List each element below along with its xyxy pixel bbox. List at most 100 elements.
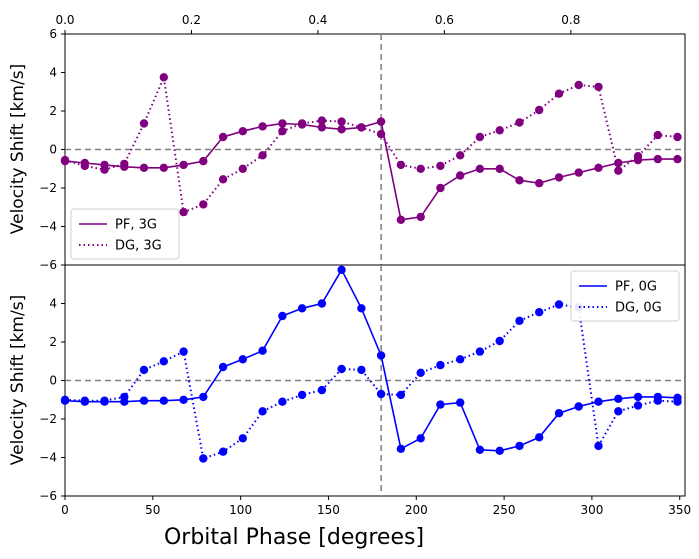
data-point [633,392,643,402]
data-point [139,163,149,172]
panel-top: −6 −4 −2 0 2 4 6 PF, 3G DG, 3G [39,27,686,272]
data-point [357,123,366,132]
y-tick-label: −4 [39,220,57,234]
data-point [594,441,603,451]
data-point [456,151,465,160]
data-point [475,164,485,173]
data-point [515,176,524,185]
series-line-dg-0g [64,303,678,460]
data-point [614,166,623,175]
data-point [396,160,406,170]
data-point [317,385,327,395]
data-point [535,433,544,442]
data-point [416,164,425,173]
data-point [337,364,346,374]
data-point [179,160,188,170]
legend-label: PF, 0G [615,280,657,295]
data-point [179,347,188,356]
data-point [535,308,544,317]
top-phase-axis: 0.0 0.2 0.4 0.6 0.8 [55,13,580,34]
data-point [238,127,247,136]
data-point [278,119,287,128]
data-point [238,355,247,364]
data-point [633,401,643,410]
y-tick-label: 0 [49,143,57,157]
y-axis-title-bottom: Velocity Shift [km/s] [8,295,28,465]
legend-label: DG, 3G [115,239,162,254]
data-point [139,119,149,128]
data-point [317,116,327,125]
data-point [376,389,386,399]
data-point [515,441,524,451]
y-axis-title-top: Velocity Shift [km/s] [8,64,28,234]
data-point [495,164,504,173]
data-point [653,130,662,140]
x-tick-label: 250 [493,503,516,517]
data-point [475,132,485,142]
data-point [594,82,603,92]
data-point [238,164,247,173]
data-point [653,396,662,405]
data-point [673,154,682,164]
data-point [179,395,188,404]
y-tick-label: −2 [39,412,57,426]
data-point [594,163,603,172]
data-point [376,117,386,126]
data-point [120,392,129,402]
y-tick-label: 0 [49,374,57,388]
x-tick-label: 0 [61,503,69,517]
data-point [456,355,465,364]
data-point [159,163,168,172]
data-point [436,360,445,370]
data-point [337,117,346,126]
data-point [297,390,307,400]
data-point [633,152,643,161]
data-point [337,125,346,134]
x-tick-label: 350 [668,503,691,517]
x-tick-label: 300 [580,503,603,517]
legend-box [570,270,680,322]
legend-top: PF, 3G DG, 3G [70,208,180,260]
legend-label: DG, 0G [615,301,662,316]
data-point [416,212,425,222]
data-point [278,311,287,321]
data-point [574,402,583,411]
data-point [238,434,247,443]
data-point [278,127,287,136]
data-point [594,397,603,406]
data-point [357,304,366,313]
data-point [396,390,406,400]
legend-box [70,208,180,260]
x-tick-label: 100 [229,503,252,517]
x-tick-label: 50 [145,503,160,517]
panel-bottom: −6 −4 −2 0 2 4 PF, 0G DG, 0G [39,264,686,503]
data-point [673,397,682,406]
data-point [436,161,445,171]
data-point [396,215,406,224]
data-point [218,175,228,184]
y-tick-label: 4 [49,66,57,80]
data-point [317,123,327,132]
x-axis-title: Orbital Phase [degrees] [164,525,424,550]
data-point [456,171,465,180]
data-point [60,155,70,165]
data-point [278,397,287,406]
data-point [416,434,425,443]
data-point [218,447,228,456]
data-point [199,454,208,463]
data-point [614,407,623,416]
data-point [376,129,386,139]
data-point [60,395,70,404]
data-point [554,409,564,418]
data-point [495,126,504,135]
data-point [317,299,327,308]
data-point [199,156,208,166]
data-point [436,400,445,409]
data-point [554,173,564,182]
data-point [100,165,109,174]
data-point [495,446,504,455]
data-point [100,396,109,405]
data-point [535,105,544,115]
x-tick-label: 200 [405,503,428,517]
data-point [218,362,228,372]
